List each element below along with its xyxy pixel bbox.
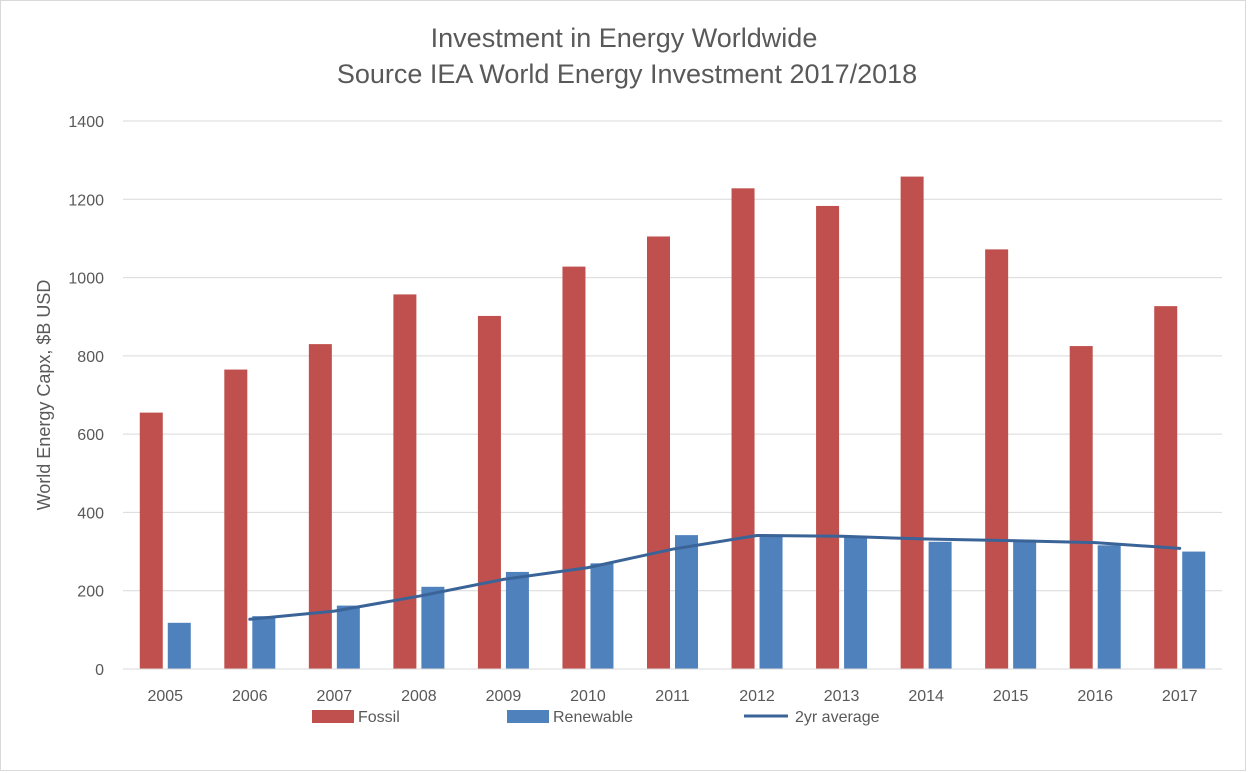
fossil-bar [1069,346,1093,669]
legend-label: 2yr average [795,709,880,726]
fossil-bar [477,315,501,669]
renewable-bar [759,535,783,669]
renewable-bar [1097,545,1121,669]
renewable-bar [675,535,698,669]
average-line-group [248,534,1182,621]
renewable-bar [590,563,614,669]
x-tick-label: 2006 [232,688,268,705]
x-tick-label: 2007 [317,688,353,705]
renewable-bar [252,616,276,669]
fossil-bar [224,369,248,669]
legend-swatch [507,710,549,723]
average-line [248,534,1182,621]
renewable-bar [336,605,360,669]
y-tick-label: 1200 [68,192,104,209]
renewable-bar [421,586,445,669]
fossil-bar [647,236,670,669]
x-tick-label: 2010 [570,688,606,705]
x-tick-label: 2017 [1162,688,1198,705]
y-tick-label: 0 [95,662,104,679]
renewable-bar [505,571,529,669]
renewable-bar [928,541,952,669]
y-tick-label: 1000 [68,271,104,288]
fossil-bar [393,294,417,669]
x-tick-label: 2013 [824,688,860,705]
fossil-bar [1154,306,1178,669]
y-tick-label: 800 [77,349,104,366]
x-tick-label: 2011 [655,688,690,705]
x-tick-label: 2012 [739,688,775,705]
chart-title: Investment in Energy Worldwide [431,23,818,53]
fossil-bar [900,176,924,669]
y-tick-label: 200 [77,584,104,601]
legend-swatch [312,710,354,723]
fossil-bar [731,188,755,669]
x-tick-label: 2015 [993,688,1029,705]
fossil-bar [816,205,840,669]
fossil-bar [308,344,332,669]
bars [123,176,1222,670]
x-tick-label: 2005 [147,688,183,705]
x-tick-label: 2016 [1077,688,1113,705]
renewable-bar [1182,551,1206,669]
legend: Fossil Renewable 2yr average [312,709,880,726]
x-tick-label: 2008 [401,688,437,705]
legend-label: Fossil [358,709,400,726]
fossil-bar [985,249,1009,670]
y-tick-label: 400 [77,505,104,522]
legend-label: Renewable [553,709,633,726]
y-tick-label: 1400 [68,114,104,131]
fossil-bar [139,412,163,669]
x-tick-label: 2009 [486,688,522,705]
renewable-bar [167,622,191,669]
renewable-bar [844,536,868,669]
gridlines [123,120,1222,670]
y-axis-title: World Energy Capx, $B USD [34,280,54,511]
y-tick-label: 600 [77,427,104,444]
chart-subtitle: Source IEA World Energy Investment 2017/… [337,59,917,89]
y-tick-labels: 0 200 400 600 800 1000 1200 1400 [68,114,104,679]
fossil-bar [562,266,586,669]
x-tick-label: 2014 [908,688,944,705]
renewable-bar [1013,539,1037,669]
x-tick-labels: 2005 2006 2007 2008 2009 2010 2011 2012 2013 2014… [147,688,1197,705]
